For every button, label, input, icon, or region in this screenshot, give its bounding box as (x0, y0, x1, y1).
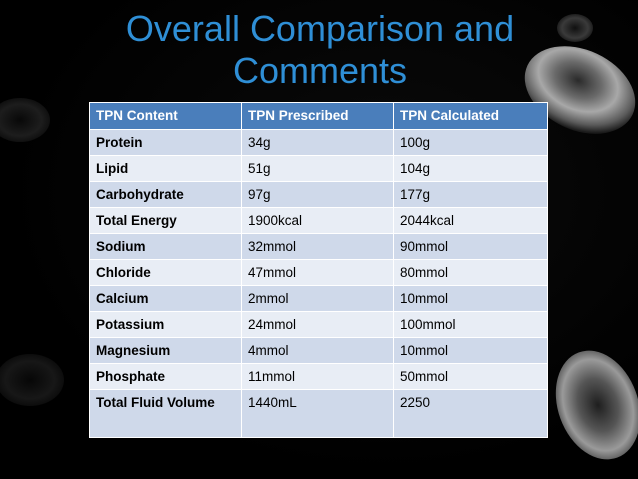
prescribed-cell: 11mmol (241, 363, 394, 390)
table-header-row: TPN Content TPN Prescribed TPN Calculate… (89, 102, 548, 130)
table-row: Chloride 47mmol 80mmol (89, 259, 548, 286)
blood-cell-shape (555, 350, 638, 460)
blood-cell-shape (0, 98, 50, 142)
content-cell: Total Energy (89, 207, 242, 234)
table-row: Phosphate 11mmol 50mmol (89, 363, 548, 390)
prescribed-cell: 47mmol (241, 259, 394, 286)
content-cell: Carbohydrate (89, 181, 242, 208)
table-row: Potassium 24mmol 100mmol (89, 311, 548, 338)
calculated-cell: 2250 (393, 389, 548, 438)
table-row: Lipid 51g 104g (89, 155, 548, 182)
prescribed-cell: 51g (241, 155, 394, 182)
prescribed-cell: 97g (241, 181, 394, 208)
calculated-cell: 10mmol (393, 337, 548, 364)
calculated-cell: 100g (393, 129, 548, 156)
content-cell: Potassium (89, 311, 242, 338)
content-cell: Lipid (89, 155, 242, 182)
table-row: Carbohydrate 97g 177g (89, 181, 548, 208)
content-cell: Total Fluid Volume (89, 389, 242, 438)
calculated-cell: 100mmol (393, 311, 548, 338)
content-cell: Calcium (89, 285, 242, 312)
prescribed-cell: 34g (241, 129, 394, 156)
content-cell: Protein (89, 129, 242, 156)
blood-cell-shape (524, 46, 636, 134)
calculated-cell: 50mmol (393, 363, 548, 390)
table-row: Magnesium 4mmol 10mmol (89, 337, 548, 364)
blood-cell-shape (557, 14, 593, 42)
prescribed-cell: 1900kcal (241, 207, 394, 234)
header-tpn-calculated: TPN Calculated (393, 102, 548, 130)
prescribed-cell: 24mmol (241, 311, 394, 338)
table-row: Calcium 2mmol 10mmol (89, 285, 548, 312)
calculated-cell: 80mmol (393, 259, 548, 286)
blood-cell-shape (0, 354, 64, 406)
calculated-cell: 177g (393, 181, 548, 208)
content-cell: Chloride (89, 259, 242, 286)
slide-title-line-2: Comments (232, 50, 408, 91)
calculated-cell: 104g (393, 155, 548, 182)
content-cell: Phosphate (89, 363, 242, 390)
calculated-cell: 2044kcal (393, 207, 548, 234)
table-row: Protein 34g 100g (89, 129, 548, 156)
slide-title-line-1: Overall Comparison and (125, 8, 515, 49)
prescribed-cell: 2mmol (241, 285, 394, 312)
prescribed-cell: 1440mL (241, 389, 394, 438)
content-cell: Sodium (89, 233, 242, 260)
calculated-cell: 10mmol (393, 285, 548, 312)
content-cell: Magnesium (89, 337, 242, 364)
prescribed-cell: 32mmol (241, 233, 394, 260)
header-tpn-prescribed: TPN Prescribed (241, 102, 394, 130)
table-row: Total Fluid Volume 1440mL 2250 (89, 389, 548, 438)
calculated-cell: 90mmol (393, 233, 548, 260)
slide-title: Overall Comparison and Comments (60, 8, 580, 92)
header-tpn-content: TPN Content (89, 102, 242, 130)
prescribed-cell: 4mmol (241, 337, 394, 364)
table-row: Total Energy 1900kcal 2044kcal (89, 207, 548, 234)
tpn-comparison-table: TPN Content TPN Prescribed TPN Calculate… (89, 102, 548, 438)
table-row: Sodium 32mmol 90mmol (89, 233, 548, 260)
